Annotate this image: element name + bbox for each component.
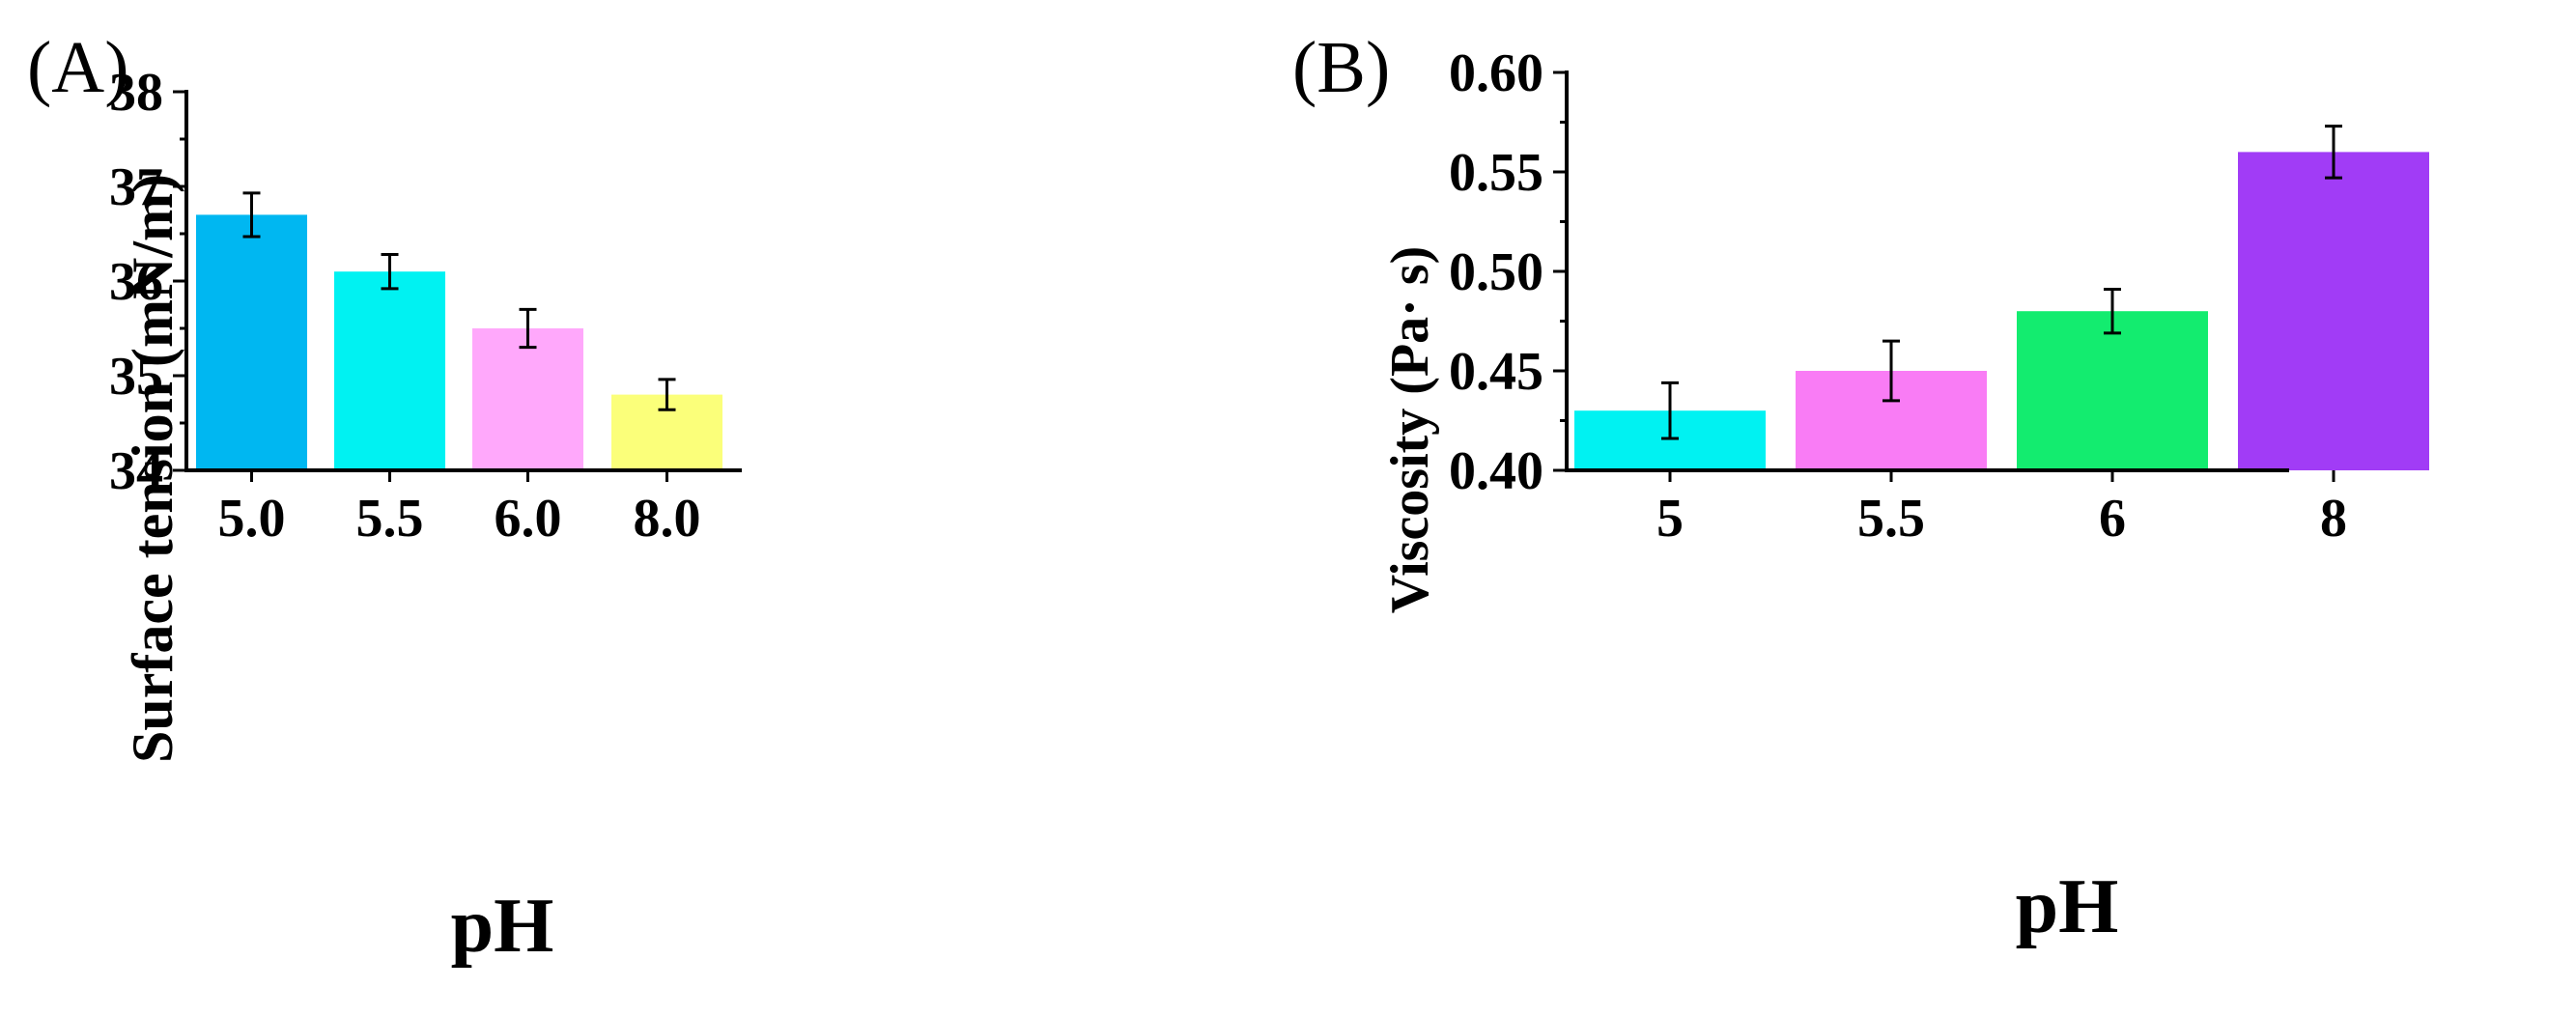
y-tick-label-b-3: 0.55 [1449,143,1543,203]
bar-a-1 [334,271,445,470]
y-tick-label-a-1: 35 [109,347,163,407]
y-tick-label-a-0: 34 [109,441,163,501]
bar-a-0 [196,214,307,470]
chart-panel-a: (A) 34 35 36 37 38 5.0 5.5 6.0 8.0 pH Surface t… [27,27,742,969]
x-tick-label-b-0: 5 [1656,489,1684,549]
x-tick-label-a-0: 5.0 [218,489,286,549]
y-tick-label-b-2: 0.50 [1449,242,1543,302]
x-tick-label-a-2: 6.0 [495,489,562,549]
x-tick-label-a-3: 8.0 [634,489,701,549]
error-bar-a-1 [381,253,399,291]
bar-b-2 [2017,311,2208,470]
x-tick-labels-b: 5 5.5 6 8 [1656,489,2347,549]
error-bars-b [1661,125,2342,440]
y-tick-label-b-0: 0.40 [1449,441,1543,501]
error-bar-b-3 [2325,125,2342,180]
x-axis-title-b: pH [2016,864,2119,949]
y-axis-title-b: Viscosity (Pa· s) [1380,246,1440,614]
x-tick-label-b-1: 5.5 [1857,489,1925,549]
error-bar-a-0 [242,191,261,239]
y-tick-label-b-4: 0.60 [1449,43,1543,103]
x-tick-label-b-3: 8 [2320,489,2347,549]
y-tick-label-a-2: 36 [109,252,163,312]
error-bar-a-3 [658,378,676,411]
x-tick-label-a-1: 5.5 [356,489,424,549]
bars-b [1574,152,2429,470]
y-tick-labels-a: 34 35 36 37 38 [109,63,163,501]
y-tick-labels-b: 0.40 0.45 0.50 0.55 0.60 [1449,43,1543,501]
y-tick-label-b-1: 0.45 [1449,342,1543,402]
y-axis-title-a: Surface tension (mN/m) [121,174,184,763]
panel-label-a: (A) [27,27,129,108]
error-bar-a-2 [519,307,537,350]
chart-panel-b: (B) 0.40 0.45 0.50 0.55 0.60 5 5.5 6 8 pH Visco… [1292,27,2429,949]
error-bar-b-2 [2104,288,2121,335]
bar-a-2 [472,328,583,470]
x-tick-label-b-2: 6 [2099,489,2126,549]
x-axis-title-a: pH [451,884,554,969]
bar-b-3 [2238,152,2429,470]
bars-a [196,214,722,470]
y-tick-label-a-4: 38 [109,63,163,123]
x-tick-labels-a: 5.0 5.5 6.0 8.0 [218,489,701,549]
error-bars-a [242,191,676,411]
error-bar-b-1 [1882,339,1900,403]
axes-b [1553,71,2335,482]
error-bar-b-0 [1661,381,1679,440]
axes-a [173,90,742,482]
y-tick-label-a-3: 37 [109,157,163,217]
panel-label-b: (B) [1292,27,1390,108]
